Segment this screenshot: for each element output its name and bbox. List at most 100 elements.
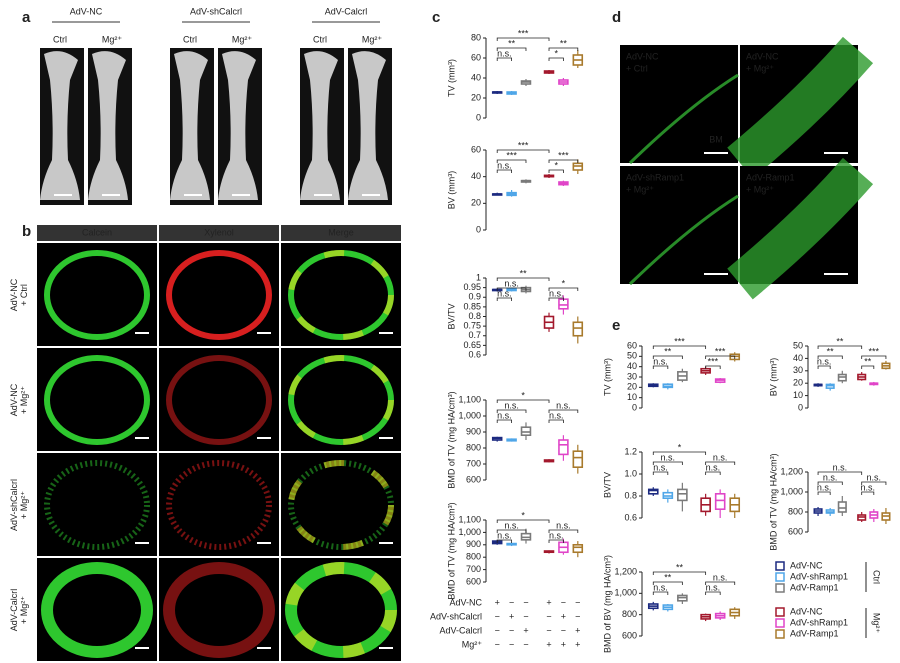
group-title: AdV-Calcrl [325,6,368,16]
y-tick-label: 10 [793,390,803,400]
significance-bracket [496,47,527,51]
fluorescence-image [159,348,279,451]
y-axis-title: TV (mm³) [602,358,612,396]
significance-bracket [652,571,707,575]
panel-label: b [22,223,31,240]
y-axis-title: BMD of TV (mg HA/cm³) [768,453,778,550]
y-tick-label: 20 [627,382,637,392]
treatment-label: Mg²⁺ [462,639,482,649]
significance-label: n.s. [504,520,519,530]
box [677,488,688,502]
y-tick-label: 50 [627,351,637,361]
y-tick-label: 20 [471,92,481,102]
significance-bracket [705,471,721,475]
significance-bracket [652,591,669,595]
y-tick-label: 1,000 [458,410,481,420]
legend-label: AdV-NC [790,606,823,616]
treatment-mark: − [509,597,514,607]
significance-label: ** [508,38,516,48]
treatment-mark: − [523,611,528,621]
significance-bracket [652,345,707,349]
y-tick-label: 0.85 [463,301,481,311]
y-tick-label: 0.6 [468,349,481,359]
significance-bracket [496,539,512,543]
significance-bracket [817,491,831,495]
bone-section [44,355,150,445]
significance-label: ** [664,346,672,356]
significance-bracket [652,461,683,465]
treatment-mark: − [509,625,514,635]
significance-bracket [652,581,683,585]
row-label-line: + Ctrl [19,284,29,306]
fluorescence-image [37,453,157,556]
panel-label: c [432,9,440,26]
significance-bracket [548,539,564,543]
y-tick-label: 0.65 [463,340,481,350]
significance-label: n.s. [504,400,519,410]
legend-swatch [775,618,785,628]
y-tick-label: 600 [466,474,481,484]
significance-bracket [496,149,550,153]
bone-section [288,250,394,340]
y-tick-label: 40 [471,171,481,181]
condition-label: Mg²⁺ [232,34,252,44]
y-tick-label: 40 [793,353,803,363]
y-tick-label: 60 [627,340,637,350]
row-label-line: AdV-NC [9,383,19,416]
legend-swatch [775,583,785,593]
treatment-mark: − [561,597,566,607]
treatment-mark: − [509,639,514,649]
treatment-mark: − [495,625,500,635]
bone [300,51,340,200]
significance-label: n.s. [556,400,571,410]
panel-label: d [612,9,621,26]
treatment-mark: − [523,639,528,649]
column-header: Xylenol [204,227,234,237]
y-tick-label: 0.7 [468,330,481,340]
significance-label: *** [558,150,569,160]
significance-label: n.s. [497,160,512,170]
significance-label: n.s. [497,48,512,58]
significance-bracket [861,365,875,369]
fluorescence-image [620,166,738,284]
bone-section [44,250,150,340]
row-label-line: AdV-shCalcrl [9,479,19,531]
condition-label: Ctrl [183,34,197,44]
significance-label: n.s. [549,530,564,540]
y-tick-label: 600 [466,576,481,586]
region-label: BM [709,134,723,144]
y-tick-label: 1.0 [624,468,637,478]
y-tick-label: 900 [466,426,481,436]
y-tick-label: 0 [632,402,637,412]
bone-surface [727,36,874,179]
treatment-mark: − [575,611,580,621]
y-tick-label: 600 [622,630,637,640]
row-label: AdV-NC+ Ctrl [9,278,29,311]
image-label: + Mg²⁺ [626,184,654,194]
y-tick-label: 800 [622,609,637,619]
bone-section [285,562,397,658]
image-label: AdV-NC [626,51,659,61]
significance-bracket [817,471,863,475]
significance-label: * [554,48,558,58]
y-tick-label: 0 [476,112,481,122]
bone-section [166,250,272,340]
fluorescence-image [159,243,279,346]
image-label: AdV-NC [746,51,779,61]
y-tick-label: 40 [627,361,637,371]
significance-bracket [496,287,527,291]
box [647,488,659,495]
y-tick-label: 0.8 [624,490,637,500]
significance-label: *** [518,140,529,150]
significance-label: n.s. [817,482,832,492]
significance-bracket [652,451,707,455]
legend-swatch [775,607,785,617]
significance-bracket [548,169,564,173]
treatment-mark: + [546,597,551,607]
y-tick-label: 0.8 [468,311,481,321]
significance-bracket [496,277,550,281]
significance-bracket [548,297,564,301]
bone [218,51,258,200]
panel-label: a [22,9,31,26]
panel-label: e [612,317,620,334]
